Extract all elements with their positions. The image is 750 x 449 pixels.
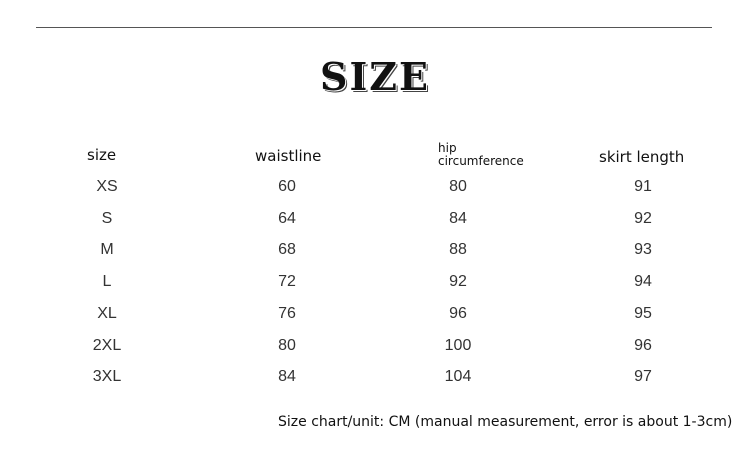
- cell-hip: 92: [449, 273, 467, 291]
- cell-waistline: 60: [278, 178, 296, 195]
- cell-size: L: [102, 273, 112, 291]
- cell-skirt-length: 96: [634, 336, 652, 354]
- cell-size: XS: [96, 178, 118, 195]
- cell-hip: 84: [449, 209, 467, 227]
- cell-waistline: 68: [278, 241, 296, 259]
- cell-skirt-length: 91: [634, 178, 652, 195]
- header-waistline: waistline: [255, 147, 322, 165]
- cell-waistline: 76: [278, 304, 296, 322]
- cell-hip: 80: [449, 178, 467, 195]
- page-title: SIZE: [320, 54, 430, 99]
- cell-waistline: 72: [278, 273, 296, 291]
- cell-skirt-length: 92: [634, 209, 652, 227]
- header-skirt-length: skirt length: [599, 148, 685, 166]
- cell-hip: 88: [449, 241, 467, 259]
- cell-skirt-length: 95: [634, 304, 652, 322]
- cell-hip: 104: [444, 368, 472, 386]
- cell-size: M: [100, 241, 114, 259]
- cell-size: S: [101, 209, 113, 227]
- cell-waistline: 80: [278, 336, 296, 354]
- header-size: size: [87, 146, 117, 164]
- footer-note: Size chart/unit: CM (manual measurement,…: [278, 414, 733, 430]
- cell-skirt-length: 93: [634, 241, 652, 259]
- header-hip-line1: hip: [438, 141, 457, 155]
- header-hip-circumference: hip circumference: [438, 142, 524, 168]
- cell-size: 3XL: [92, 368, 122, 386]
- header-hip-line2: circumference: [438, 154, 524, 168]
- cell-waistline: 64: [278, 209, 296, 227]
- cell-skirt-length: 94: [634, 273, 652, 291]
- cell-hip: 96: [449, 304, 467, 322]
- cell-size: XL: [97, 304, 117, 322]
- top-divider: [36, 27, 712, 28]
- cell-size: 2XL: [92, 336, 122, 354]
- cell-hip: 100: [444, 336, 472, 354]
- cell-waistline: 84: [278, 368, 296, 386]
- cell-skirt-length: 97: [634, 368, 652, 386]
